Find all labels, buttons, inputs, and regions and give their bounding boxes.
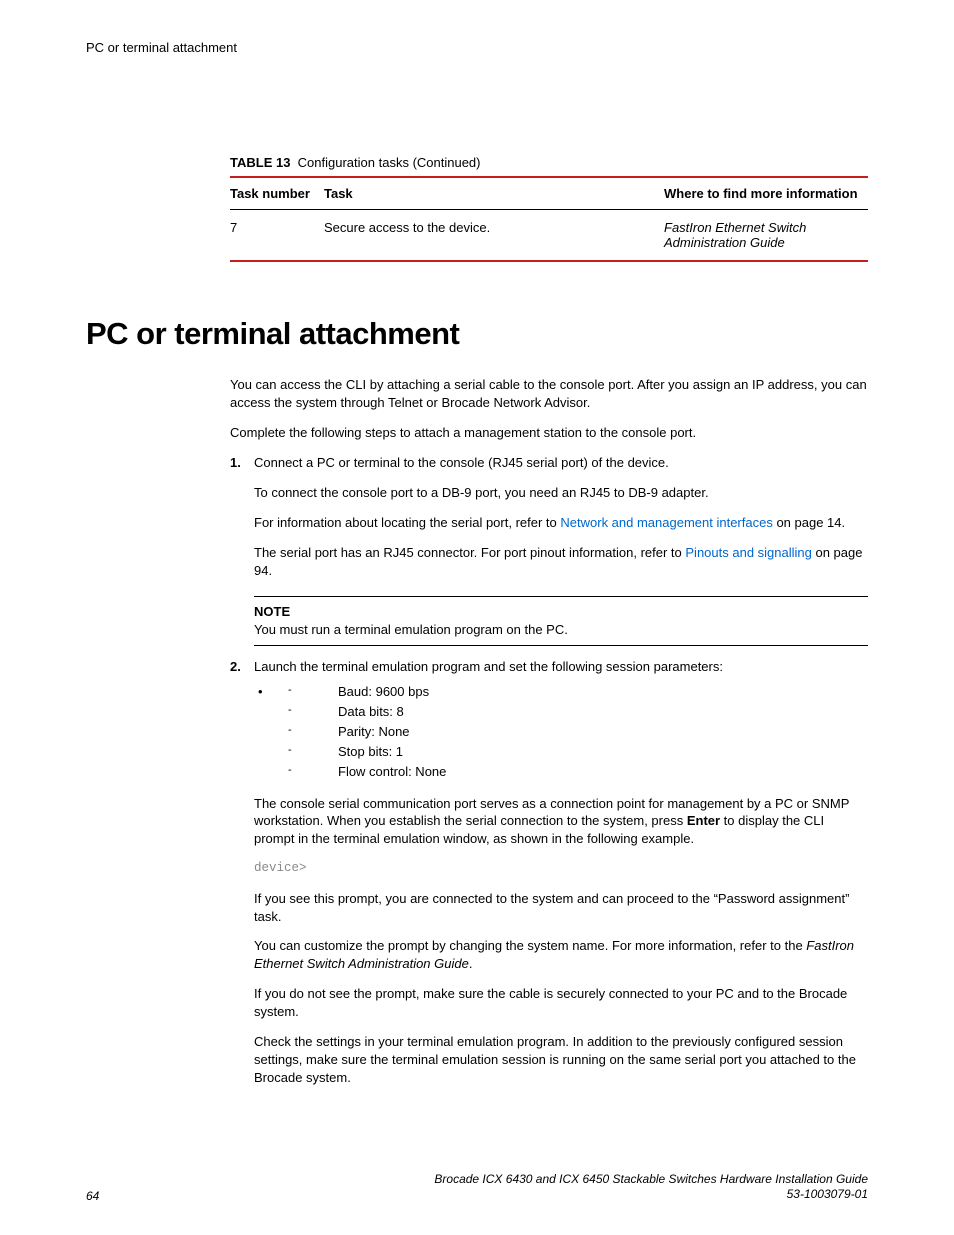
step-1: 1. Connect a PC or terminal to the conso… <box>230 454 868 646</box>
step-1-p2: For information about locating the seria… <box>254 514 868 532</box>
section-body: You can access the CLI by attaching a se… <box>230 376 868 1087</box>
cell-where: FastIron Ethernet Switch Administration … <box>664 210 868 262</box>
param-baud: Baud: 9600 bps <box>276 682 868 702</box>
params-bullet: Baud: 9600 bps Data bits: 8 Parity: None… <box>254 682 868 783</box>
table-caption-text: Configuration tasks (Continued) <box>298 155 481 170</box>
params-outer-list: Baud: 9600 bps Data bits: 8 Parity: None… <box>254 682 868 783</box>
table-block: TABLE 13 Configuration tasks (Continued)… <box>230 155 868 262</box>
step-2-number: 2. <box>230 658 241 676</box>
col-header-task: Task <box>324 177 664 210</box>
param-flow: Flow control: None <box>276 762 868 782</box>
section-title: PC or terminal attachment <box>86 316 868 352</box>
footer-title-block: Brocade ICX 6430 and ICX 6450 Stackable … <box>434 1172 868 1203</box>
param-databits: Data bits: 8 <box>276 702 868 722</box>
tasks-table: Task number Task Where to find more info… <box>230 176 868 262</box>
step-2: 2. Launch the terminal emulation program… <box>230 658 868 1087</box>
footer-doc-number: 53-1003079-01 <box>434 1187 868 1203</box>
step-2-p3: You can customize the prompt by changing… <box>254 937 868 973</box>
step-2-p2: If you see this prompt, you are connecte… <box>254 890 868 926</box>
step-1-number: 1. <box>230 454 241 472</box>
link-pinouts[interactable]: Pinouts and signalling <box>685 545 811 560</box>
step-2-p1: The console serial communication port se… <box>254 795 868 849</box>
step-1-lead: Connect a PC or terminal to the console … <box>254 454 868 472</box>
intro-para-2: Complete the following steps to attach a… <box>230 424 868 442</box>
page-number: 64 <box>86 1189 99 1203</box>
cell-task: Secure access to the device. <box>324 210 664 262</box>
params-list: Baud: 9600 bps Data bits: 8 Parity: None… <box>276 682 868 783</box>
page: PC or terminal attachment TABLE 13 Confi… <box>0 0 954 1235</box>
step-1-p1: To connect the console port to a DB-9 po… <box>254 484 868 502</box>
col-header-where: Where to find more information <box>664 177 868 210</box>
col-header-tasknum: Task number <box>230 177 324 210</box>
running-header: PC or terminal attachment <box>86 40 868 55</box>
table-row: 7 Secure access to the device. FastIron … <box>230 210 868 262</box>
note-label: NOTE <box>254 603 868 621</box>
footer-doc-title: Brocade ICX 6430 and ICX 6450 Stackable … <box>434 1172 868 1188</box>
table-caption-label: TABLE 13 <box>230 155 290 170</box>
cell-tasknum: 7 <box>230 210 324 262</box>
note-box: NOTE You must run a terminal emulation p… <box>254 596 868 646</box>
intro-para-1: You can access the CLI by attaching a se… <box>230 376 868 412</box>
cli-prompt: device> <box>254 860 868 877</box>
page-footer: 64 Brocade ICX 6430 and ICX 6450 Stackab… <box>86 1172 868 1203</box>
steps-list: 1. Connect a PC or terminal to the conso… <box>230 454 868 1087</box>
cell-where-text: FastIron Ethernet Switch Administration … <box>664 220 806 250</box>
enter-key: Enter <box>687 813 720 828</box>
step-1-p3: The serial port has an RJ45 connector. F… <box>254 544 868 580</box>
step-2-p5: Check the settings in your terminal emul… <box>254 1033 868 1087</box>
note-text: You must run a terminal emulation progra… <box>254 622 568 637</box>
table-caption: TABLE 13 Configuration tasks (Continued) <box>230 155 868 170</box>
param-stopbits: Stop bits: 1 <box>276 742 868 762</box>
param-parity: Parity: None <box>276 722 868 742</box>
link-network-mgmt[interactable]: Network and management interfaces <box>560 515 772 530</box>
step-2-lead: Launch the terminal emulation program an… <box>254 658 868 676</box>
step-2-p4: If you do not see the prompt, make sure … <box>254 985 868 1021</box>
